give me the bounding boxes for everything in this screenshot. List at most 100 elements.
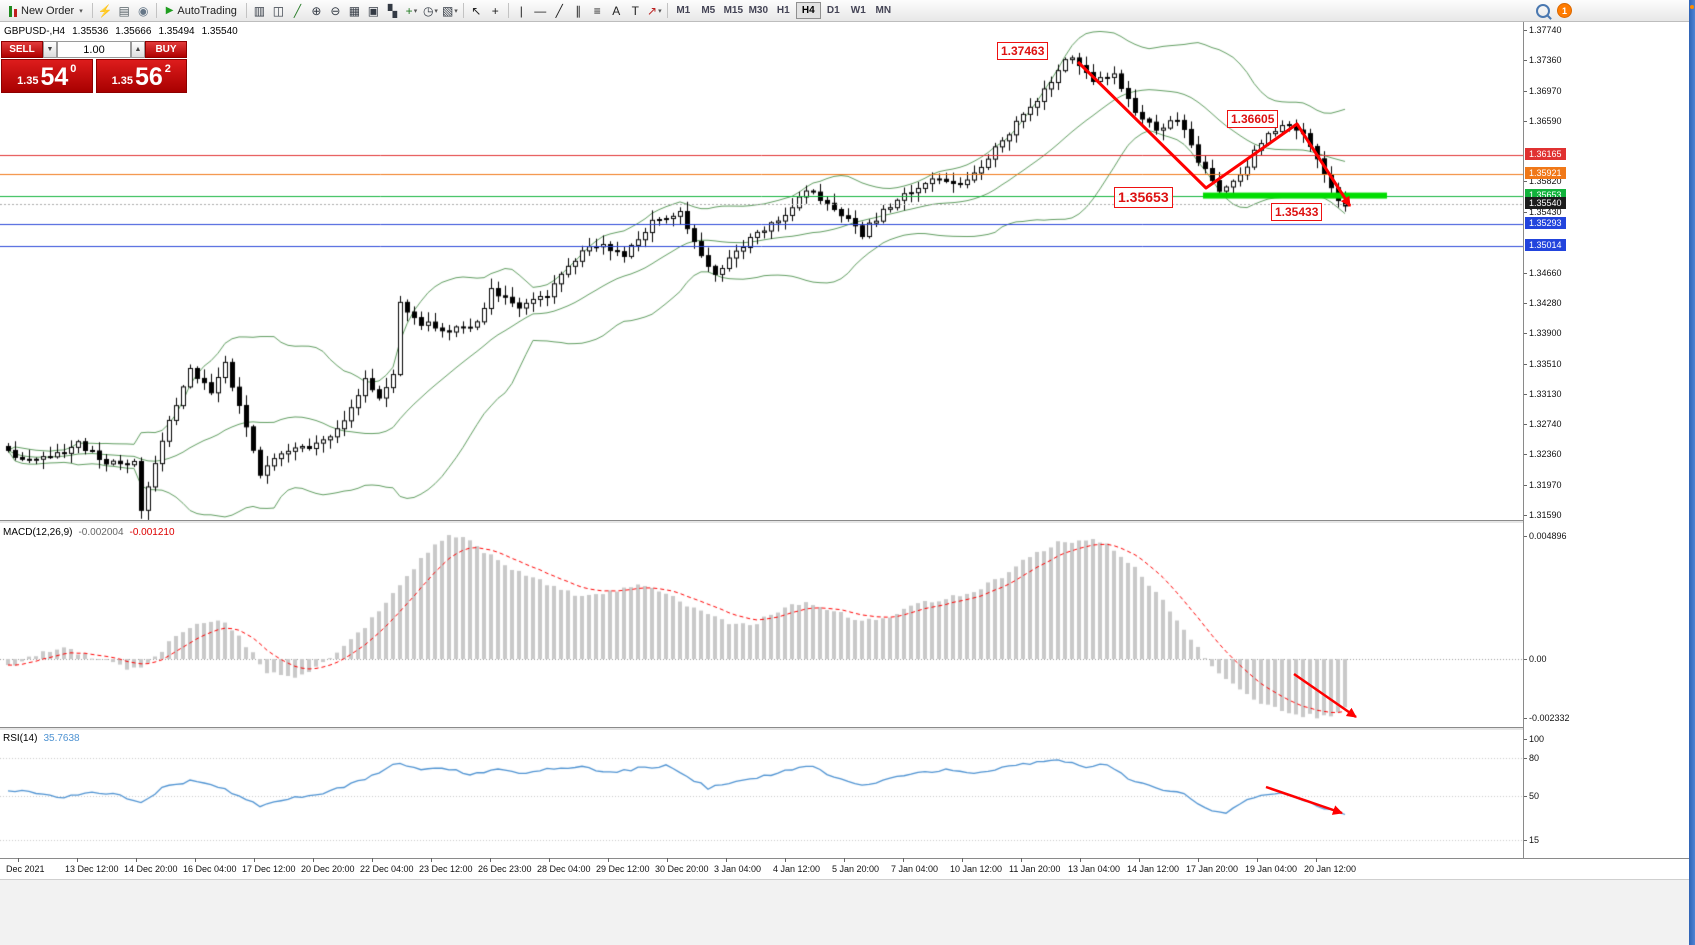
panel-separator[interactable] — [0, 520, 1689, 524]
text-icon: A — [612, 3, 621, 18]
volume-decrease-button[interactable]: ▼ — [43, 41, 57, 58]
price-line-marker: 1.35921 — [1525, 167, 1566, 180]
zoom-in-icon: ⊕ — [311, 3, 322, 18]
trendline-icon[interactable]: ╱ — [550, 2, 569, 20]
price-annotation[interactable]: 1.35433 — [1271, 203, 1323, 222]
tile-windows-icon[interactable]: ▦ — [345, 2, 364, 20]
timeframe-H1[interactable]: H1 — [771, 2, 796, 19]
macd-scale-label: 0.00 — [1524, 654, 1547, 664]
time-tick-label: 17 Jan 20:00 — [1186, 858, 1239, 874]
macd-name: MACD(12,26,9) — [3, 527, 73, 538]
new-chart-icon[interactable]: + ▾ — [402, 2, 421, 20]
trendline-icon: ╱ — [555, 3, 563, 18]
price-annotation[interactable]: 1.36605 — [1227, 110, 1279, 129]
fibonacci-icon[interactable]: ≡ — [588, 2, 607, 20]
search-icon[interactable] — [1536, 3, 1550, 18]
rsi-scale-label: 50 — [1523, 790, 1540, 801]
alerts-icon[interactable]: ⚡ — [96, 2, 115, 20]
print-icon[interactable]: ▤ — [115, 2, 134, 20]
line-chart-icon[interactable]: ╱ — [288, 2, 307, 20]
play-icon: ▶ — [165, 5, 174, 16]
chevron-down-icon: ▾ — [434, 7, 438, 15]
price-line-marker: 1.35014 — [1525, 238, 1566, 251]
candlestick-chart-icon: ◫ — [272, 3, 285, 18]
label-icon: T — [631, 3, 639, 18]
autotrading-button[interactable]: ▶ AutoTrading — [160, 1, 243, 20]
vertical-line-icon[interactable]: | — [512, 2, 531, 20]
edge-notification-dot — [1690, 5, 1694, 9]
timeframe-M30[interactable]: M30 — [746, 2, 771, 19]
arrange-windows-icon[interactable]: ▚ — [383, 2, 402, 20]
zoom-out-icon[interactable]: ⊖ — [326, 2, 345, 20]
time-tick-label: 10 Jan 12:00 — [950, 858, 1003, 874]
chevron-down-icon: ▾ — [413, 7, 418, 15]
label-icon[interactable]: T — [626, 2, 645, 20]
time-tick-label: 28 Dec 04:00 — [537, 858, 591, 874]
cursor-icon[interactable]: ↖ — [467, 2, 486, 20]
time-axis[interactable]: Dec 2021 13 Dec 12:00 14 Dec 20:00 16 Dec 0… — [0, 858, 1689, 879]
buy-price-button[interactable]: 1.35 56 2 — [95, 59, 187, 93]
timeframe-W1[interactable]: W1 — [846, 2, 871, 19]
broadcast-icon[interactable]: ◉ — [134, 2, 153, 20]
timeframe-MN[interactable]: MN — [871, 2, 896, 19]
toolbar-separator — [666, 3, 668, 18]
toolbar-separator — [507, 3, 509, 18]
timeframe-H4[interactable]: H4 — [795, 2, 821, 19]
price-annotation[interactable]: 1.37463 — [997, 42, 1049, 61]
notification-badge[interactable]: 1 — [1557, 3, 1572, 18]
candlestick-chart-icon[interactable]: ◫ — [269, 2, 288, 20]
new-order-button[interactable]: New Order ▾ — [3, 1, 89, 20]
time-tick-label: 20 Jan 12:00 — [1304, 858, 1357, 874]
one-click-price-row: 1.35 54 0 1.35 56 2 — [1, 59, 187, 93]
price-scale[interactable]: 1.37740 1.37360 1.36970 1.36590 1.35820 1.354… — [1523, 22, 1689, 858]
bar-chart-icon[interactable]: ▥ — [250, 2, 269, 20]
autotrading-label: AutoTrading — [177, 4, 237, 17]
text-icon[interactable]: A — [607, 2, 626, 20]
templates-icon[interactable]: ▧ ▾ — [440, 2, 460, 20]
price-tick-label: 1.33510 — [1524, 358, 1562, 369]
price-tick-label: 1.36970 — [1524, 85, 1562, 96]
sell-price-pips: 54 — [40, 63, 69, 92]
arrows-icon: ↗ — [647, 3, 658, 18]
timeframe-M1[interactable]: M1 — [671, 2, 696, 19]
arrows-icon[interactable]: ↗ ▾ — [645, 2, 664, 20]
rsi-scale-label: 100 — [1523, 734, 1545, 744]
time-tick-label: 5 Jan 20:00 — [832, 858, 880, 874]
high-value: 1.35666 — [115, 26, 152, 37]
horizontal-line-icon[interactable]: — — [531, 2, 550, 20]
alerts-icon: ⚡ — [97, 3, 113, 18]
price-annotation[interactable]: 1.35653 — [1114, 187, 1173, 208]
price-line-marker: 1.36165 — [1525, 148, 1566, 161]
volume-input[interactable] — [57, 41, 131, 58]
timeframe-M15[interactable]: M15 — [721, 2, 746, 19]
price-tick-label: 1.37360 — [1524, 54, 1562, 65]
crosshair-icon[interactable]: + — [486, 2, 505, 20]
rsi-name: RSI(14) — [3, 733, 38, 744]
new-order-icon — [9, 5, 17, 17]
macd-scale-label: -0.002332 — [1524, 712, 1570, 723]
bottom-filler — [0, 879, 1695, 945]
price-tick-label: 1.31970 — [1524, 480, 1562, 491]
time-tick-label: 3 Jan 04:00 — [714, 858, 762, 874]
macd-signal-value: -0.001210 — [129, 527, 175, 538]
buy-button[interactable]: BUY — [145, 41, 187, 58]
toolbar-group-objects: | — ╱ ∥ ≡ A T ↗ ▾ — [512, 2, 664, 20]
zoom-in-icon[interactable]: ⊕ — [307, 2, 326, 20]
sell-price-button[interactable]: 1.35 54 0 — [1, 59, 93, 93]
time-tick-label: 17 Dec 12:00 — [242, 858, 296, 874]
sell-button[interactable]: SELL — [1, 41, 43, 58]
time-tick-label: 7 Jan 04:00 — [891, 858, 939, 874]
profiles-icon[interactable]: ◷ ▾ — [421, 2, 440, 20]
channel-icon[interactable]: ∥ — [569, 2, 588, 20]
toolbar-group-charts: ▥ ◫ ╱ ⊕ ⊖ ▦ ▣ ▚ + ▾ ◷ ▾ ▧ ▾ — [250, 2, 460, 20]
panel-separator[interactable] — [0, 727, 1689, 731]
volume-increase-button[interactable]: ▲ — [131, 41, 145, 58]
cascade-windows-icon[interactable]: ▣ — [364, 2, 383, 20]
timeframe-M5[interactable]: M5 — [696, 2, 721, 19]
open-value: 1.35536 — [72, 26, 109, 37]
timeframe-D1[interactable]: D1 — [821, 2, 846, 19]
price-tick-label: 1.32740 — [1524, 419, 1562, 430]
